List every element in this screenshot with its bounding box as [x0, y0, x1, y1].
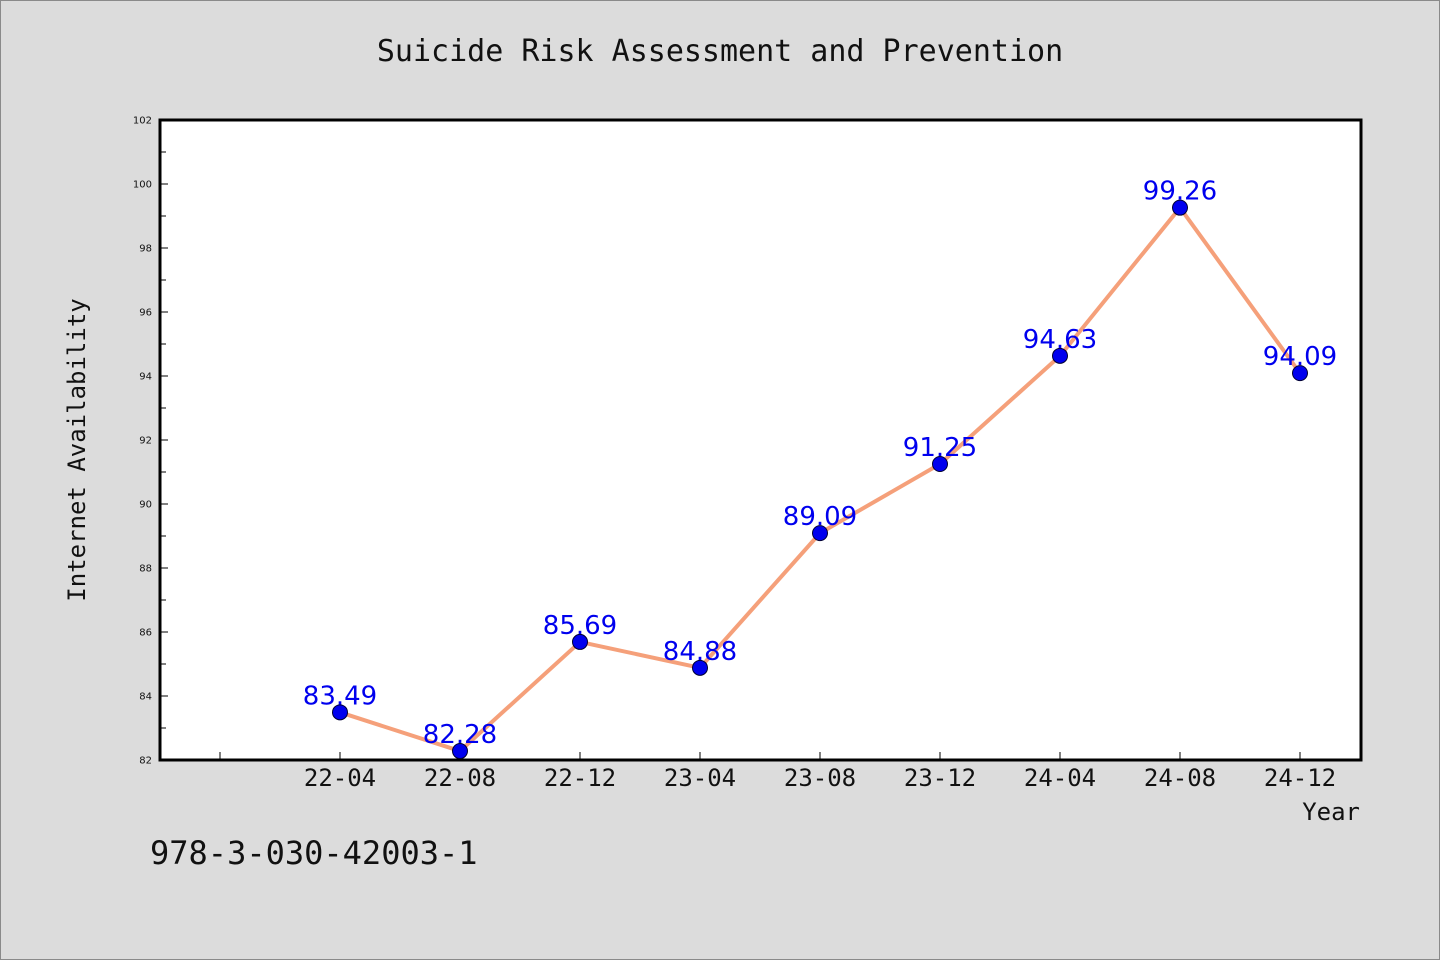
- x-tick-label: 22-08: [424, 764, 496, 792]
- data-point: [812, 525, 828, 542]
- data-point: [572, 633, 588, 650]
- x-tick-label: 22-12: [544, 764, 616, 792]
- data-label: 85.69: [543, 611, 617, 641]
- x-axis: 22-04 22-08 22-12 23-04 23-08 23-12 24-04 24-08…: [219, 752, 1336, 792]
- y-tick-label: 88: [139, 564, 152, 575]
- data-label: 99.26: [1143, 177, 1217, 207]
- data-label: 89.09: [783, 502, 857, 532]
- x-tick-label: 23-12: [904, 764, 976, 792]
- y-tick-label: 86: [139, 628, 152, 639]
- y-tick-label: 82: [139, 756, 152, 767]
- data-label: 94.09: [1263, 342, 1337, 372]
- data-point: [692, 659, 708, 676]
- data-labels: 83.49 82.28 85.69 84.88 89.09 91.25 94.63 99.26…: [303, 177, 1337, 750]
- data-point: [932, 456, 948, 472]
- data-label: 82.28: [423, 720, 497, 750]
- y-tick-label: 102: [133, 116, 152, 127]
- isbn-watermark: 978-3-030-42003-1: [150, 834, 478, 872]
- x-tick-label: 24-08: [1144, 764, 1216, 792]
- x-tick-label: 23-08: [784, 764, 856, 792]
- x-tick-label: 23-04: [664, 764, 736, 792]
- data-point: [452, 743, 468, 760]
- y-axis: 82 84 86 88 90 92 94 96 98 100 102: [133, 116, 168, 767]
- y-tick-label: 92: [139, 436, 152, 447]
- x-tick-label: 24-12: [1264, 764, 1336, 792]
- data-label: 84.88: [663, 637, 737, 667]
- y-tick-label: 94: [139, 372, 152, 383]
- x-tick-label: 24-04: [1024, 764, 1096, 792]
- y-axis-label: Internet Availability: [63, 298, 91, 601]
- chart-title: Suicide Risk Assessment and Prevention: [376, 34, 1064, 69]
- x-tick-label: 22-04: [304, 764, 376, 792]
- y-tick-label: 90: [139, 500, 152, 511]
- data-point: [1052, 347, 1068, 364]
- data-point: [1292, 365, 1308, 382]
- data-label: 94.63: [1023, 325, 1097, 355]
- y-tick-label: 100: [133, 180, 152, 191]
- data-label: 83.49: [303, 681, 377, 711]
- x-axis-label: Year: [1302, 798, 1360, 826]
- data-point: [332, 704, 348, 721]
- y-tick-label: 98: [139, 244, 152, 255]
- y-tick-label: 84: [139, 692, 152, 703]
- y-tick-label: 96: [139, 308, 152, 319]
- plot-area: [158, 118, 1363, 762]
- data-point: [1172, 199, 1188, 216]
- data-label: 91.25: [903, 433, 977, 463]
- series-layer: [332, 199, 1308, 760]
